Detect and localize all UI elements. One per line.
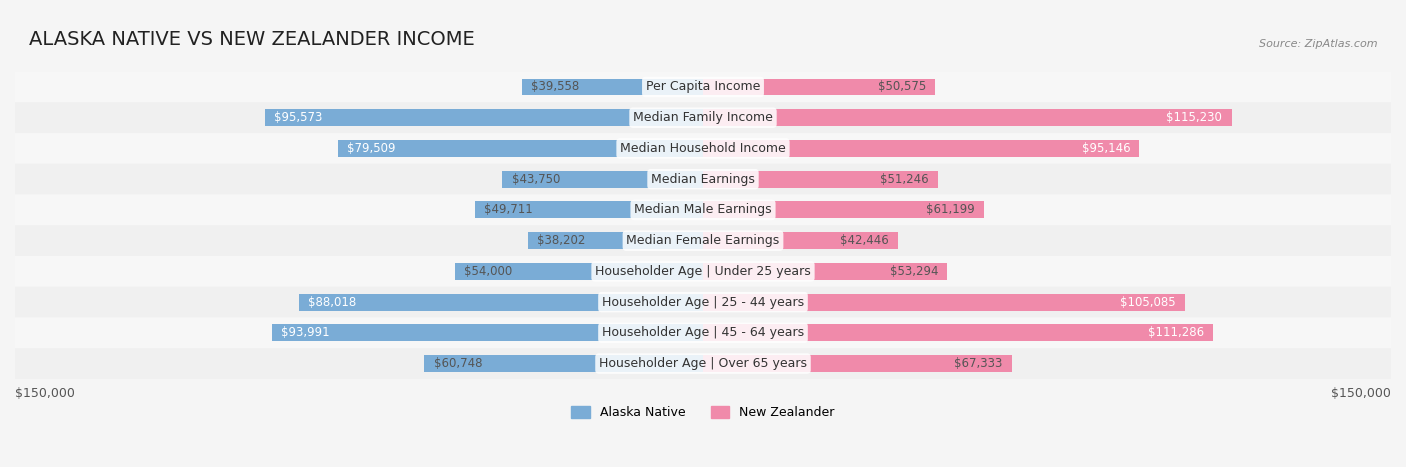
Text: Householder Age | 45 - 64 years: Householder Age | 45 - 64 years [602, 326, 804, 340]
Bar [522, 78, 703, 95]
Bar [703, 263, 948, 280]
Bar [703, 232, 897, 249]
Bar [527, 232, 703, 249]
Text: $53,294: $53,294 [890, 265, 938, 278]
Text: $95,573: $95,573 [274, 111, 322, 124]
Text: Householder Age | 25 - 44 years: Householder Age | 25 - 44 years [602, 296, 804, 309]
Text: $93,991: $93,991 [281, 326, 329, 340]
Text: Per Capita Income: Per Capita Income [645, 80, 761, 93]
Bar [703, 109, 1232, 126]
Bar [703, 140, 1139, 157]
Bar [475, 201, 703, 219]
FancyBboxPatch shape [15, 256, 1391, 287]
Text: Median Household Income: Median Household Income [620, 142, 786, 155]
Bar [703, 171, 938, 188]
Text: $95,146: $95,146 [1081, 142, 1130, 155]
FancyBboxPatch shape [15, 71, 1391, 102]
Text: Median Male Earnings: Median Male Earnings [634, 204, 772, 216]
Bar [703, 78, 935, 95]
Bar [264, 109, 703, 126]
Text: $150,000: $150,000 [1331, 387, 1391, 400]
FancyBboxPatch shape [15, 348, 1391, 379]
FancyBboxPatch shape [15, 164, 1391, 195]
Text: $150,000: $150,000 [15, 387, 75, 400]
Text: $49,711: $49,711 [484, 204, 533, 216]
Text: $79,509: $79,509 [347, 142, 396, 155]
Text: $38,202: $38,202 [537, 234, 585, 247]
Text: $88,018: $88,018 [308, 296, 357, 309]
Text: $43,750: $43,750 [512, 173, 560, 186]
Text: $54,000: $54,000 [464, 265, 513, 278]
FancyBboxPatch shape [15, 102, 1391, 133]
Text: $51,246: $51,246 [880, 173, 929, 186]
Text: $61,199: $61,199 [925, 204, 974, 216]
Text: $50,575: $50,575 [877, 80, 925, 93]
Bar [271, 325, 703, 341]
FancyBboxPatch shape [15, 225, 1391, 256]
Bar [703, 294, 1185, 311]
Bar [703, 325, 1213, 341]
Text: $39,558: $39,558 [530, 80, 579, 93]
Text: Median Earnings: Median Earnings [651, 173, 755, 186]
Text: $115,230: $115,230 [1167, 111, 1222, 124]
Bar [703, 355, 1012, 372]
Text: $60,748: $60,748 [433, 357, 482, 370]
FancyBboxPatch shape [15, 133, 1391, 164]
FancyBboxPatch shape [15, 287, 1391, 318]
Text: $111,286: $111,286 [1149, 326, 1205, 340]
Text: Source: ZipAtlas.com: Source: ZipAtlas.com [1258, 39, 1378, 50]
Bar [502, 171, 703, 188]
Bar [456, 263, 703, 280]
Bar [703, 201, 984, 219]
Text: Median Female Earnings: Median Female Earnings [627, 234, 779, 247]
Text: $42,446: $42,446 [839, 234, 889, 247]
Text: Householder Age | Under 25 years: Householder Age | Under 25 years [595, 265, 811, 278]
Bar [425, 355, 703, 372]
Text: $105,085: $105,085 [1121, 296, 1175, 309]
Bar [299, 294, 703, 311]
Text: ALASKA NATIVE VS NEW ZEALANDER INCOME: ALASKA NATIVE VS NEW ZEALANDER INCOME [28, 30, 474, 50]
Legend: Alaska Native, New Zealander: Alaska Native, New Zealander [567, 401, 839, 424]
Text: $67,333: $67,333 [955, 357, 1002, 370]
Text: Median Family Income: Median Family Income [633, 111, 773, 124]
Bar [339, 140, 703, 157]
FancyBboxPatch shape [15, 195, 1391, 225]
FancyBboxPatch shape [15, 318, 1391, 348]
Text: Householder Age | Over 65 years: Householder Age | Over 65 years [599, 357, 807, 370]
